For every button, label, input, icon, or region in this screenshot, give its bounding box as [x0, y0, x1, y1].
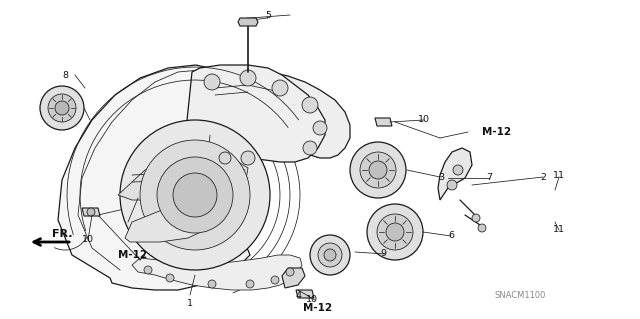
Circle shape	[120, 120, 270, 270]
Text: 10: 10	[82, 235, 94, 244]
Polygon shape	[296, 290, 314, 298]
Text: 11: 11	[553, 226, 565, 234]
Polygon shape	[132, 255, 302, 290]
Circle shape	[453, 165, 463, 175]
Circle shape	[472, 214, 480, 222]
Text: 4: 4	[295, 292, 301, 300]
Circle shape	[208, 280, 216, 288]
Polygon shape	[125, 210, 208, 242]
Text: 1: 1	[187, 299, 193, 308]
Circle shape	[40, 86, 84, 130]
Text: SNACM1100: SNACM1100	[494, 291, 546, 300]
Polygon shape	[375, 118, 392, 126]
Circle shape	[87, 208, 95, 216]
Circle shape	[447, 180, 457, 190]
Polygon shape	[118, 155, 248, 200]
Polygon shape	[185, 65, 325, 162]
Circle shape	[367, 204, 423, 260]
Circle shape	[55, 101, 69, 115]
Polygon shape	[218, 70, 350, 158]
Circle shape	[386, 223, 404, 241]
Circle shape	[240, 70, 256, 86]
Polygon shape	[238, 18, 258, 26]
Text: 6: 6	[448, 232, 454, 241]
Text: 5: 5	[265, 11, 271, 19]
Circle shape	[360, 152, 396, 188]
Text: 8: 8	[62, 70, 68, 79]
Text: M-12: M-12	[483, 127, 511, 137]
Text: 2: 2	[540, 173, 546, 182]
Circle shape	[166, 274, 174, 282]
Polygon shape	[282, 268, 305, 288]
Circle shape	[313, 121, 327, 135]
Circle shape	[246, 280, 254, 288]
Circle shape	[318, 243, 342, 267]
Circle shape	[303, 141, 317, 155]
Circle shape	[310, 235, 350, 275]
Circle shape	[173, 173, 217, 217]
Circle shape	[478, 224, 486, 232]
Text: M-12: M-12	[118, 250, 148, 260]
Polygon shape	[438, 148, 472, 200]
Polygon shape	[82, 208, 100, 216]
Circle shape	[286, 268, 294, 276]
Circle shape	[350, 142, 406, 198]
Circle shape	[204, 74, 220, 90]
Text: FR.: FR.	[52, 229, 72, 239]
Circle shape	[271, 276, 279, 284]
Circle shape	[140, 140, 250, 250]
Text: 9: 9	[380, 249, 386, 258]
Text: 7: 7	[486, 174, 492, 182]
Text: M-12: M-12	[303, 303, 333, 313]
Circle shape	[369, 161, 387, 179]
Polygon shape	[58, 65, 270, 290]
Circle shape	[157, 157, 233, 233]
Circle shape	[302, 97, 318, 113]
Text: 3: 3	[438, 173, 444, 182]
Text: 10: 10	[418, 115, 430, 124]
Circle shape	[241, 151, 255, 165]
Circle shape	[324, 249, 336, 261]
Circle shape	[272, 80, 288, 96]
Circle shape	[219, 152, 231, 164]
Circle shape	[377, 214, 413, 250]
Circle shape	[48, 94, 76, 122]
Text: 10: 10	[306, 295, 318, 305]
Text: 11: 11	[553, 170, 565, 180]
Circle shape	[144, 266, 152, 274]
